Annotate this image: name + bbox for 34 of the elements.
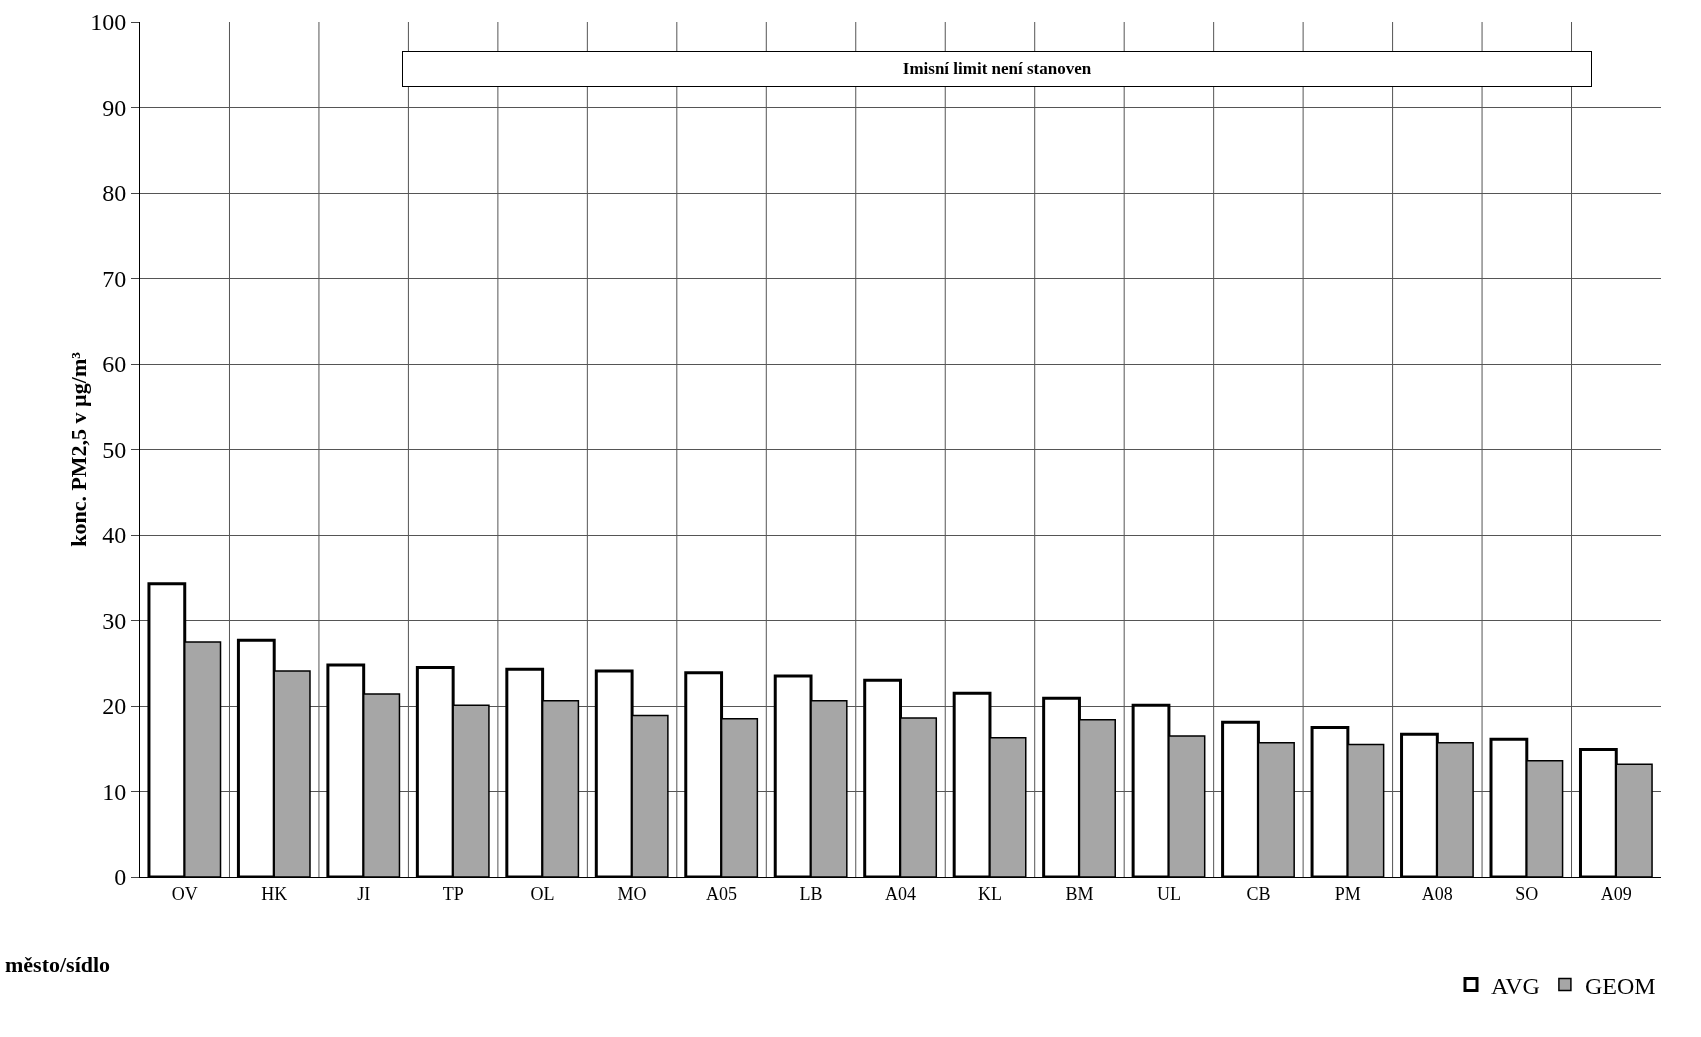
x-tick-label: CB <box>1246 883 1271 904</box>
x-tick-label: TP <box>442 883 464 904</box>
x-tick-label: UL <box>1156 883 1181 904</box>
x-tick-label: A09 <box>1600 883 1632 904</box>
x-tick-label: MO <box>617 883 647 904</box>
x-tick-label: OL <box>530 883 555 904</box>
x-tick-label: SO <box>1515 883 1539 904</box>
y-tick-label: 60 <box>102 351 127 378</box>
x-tick-label: JI <box>357 883 371 904</box>
note-frame: Imisní limit není stanoven <box>402 51 1592 87</box>
y-tick-label: 70 <box>102 265 127 292</box>
y-axis-title: konc. PM2,5 v µg/m³ <box>66 351 91 547</box>
x-tick-label: OV <box>171 883 198 904</box>
y-tick-label: 100 <box>90 9 127 36</box>
x-tick-label: A08 <box>1421 883 1453 904</box>
y-tick-label: 20 <box>102 693 127 720</box>
x-axis-title: město/sídlo <box>5 952 111 977</box>
y-tick-label: 40 <box>102 522 127 549</box>
y-tick-label: 30 <box>102 607 127 634</box>
x-tick-label: A04 <box>885 883 916 904</box>
x-tick-label: A05 <box>706 883 738 904</box>
y-tick-label: 0 <box>114 864 127 891</box>
x-tick-label: KL <box>977 883 1002 904</box>
y-tick-label: 50 <box>102 436 127 463</box>
annotation: Imisní limit není stanoven <box>902 59 1092 79</box>
x-tick-label: PM <box>1334 883 1361 904</box>
y-tick-label: 80 <box>102 180 127 207</box>
x-tick-label: BM <box>1065 883 1094 904</box>
y-tick-label: 10 <box>102 778 127 805</box>
x-tick-label: HK <box>261 883 288 904</box>
legend-label: GEOM <box>1584 972 1656 999</box>
x-tick-label: LB <box>799 883 823 904</box>
legend-label: AVG <box>1491 972 1540 999</box>
y-tick-label: 90 <box>102 94 127 121</box>
